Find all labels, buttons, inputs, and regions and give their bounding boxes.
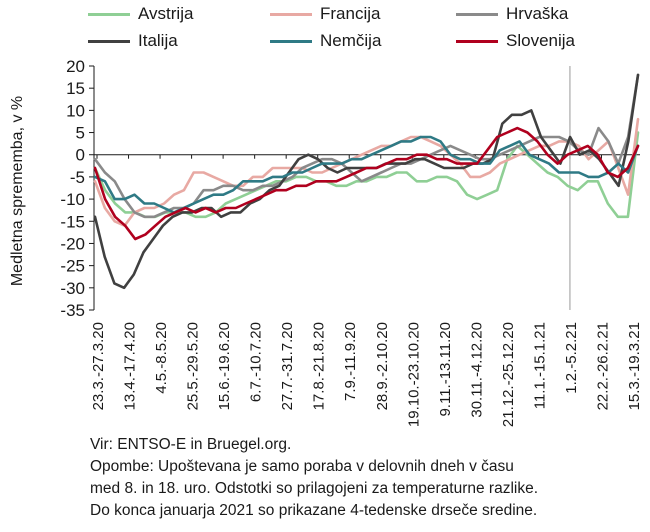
legend-swatch-nemcija xyxy=(270,39,312,43)
y-tick-label: -15 xyxy=(60,212,85,231)
x-tick-label: 21.12.-25.12.20 xyxy=(500,322,517,427)
footnote: Vir: ENTSO-E in Bruegel.org. Opombe: Upo… xyxy=(90,434,646,522)
y-tick-label: -5 xyxy=(70,168,85,187)
y-tick-label: 15 xyxy=(66,79,85,98)
footnote-note-3: Do konca januarja 2021 so prikazane 4-te… xyxy=(90,502,538,519)
x-tick-label: 9.11.-13.11.20 xyxy=(437,322,454,417)
chart-axes: 20 15 10 5 0 -5 -10 -15 -20 -25 -30 -35 23.3.-27.3.2… xyxy=(60,57,643,427)
x-tick-label: 22.2.-26.2.21 xyxy=(594,322,611,410)
x-tick-label: 23.3.-27.3.20 xyxy=(90,322,107,410)
legend-item-avstrija: Avstrija xyxy=(88,4,193,24)
y-tick-label: 0 xyxy=(76,146,85,165)
legend-label-hrvaska: Hrvaška xyxy=(506,4,569,23)
y-tick-label: -30 xyxy=(60,279,85,298)
y-axis-label: Medletna sprememba, v % xyxy=(9,95,26,287)
y-tick-label: -35 xyxy=(60,301,85,320)
x-tick-label: 25.5.-29.5.20 xyxy=(185,322,202,410)
legend-item-francija: Francija xyxy=(270,4,380,24)
y-tick-label: -20 xyxy=(60,234,85,253)
x-tick-label: 4.5.-8.5.20 xyxy=(153,322,170,394)
footnote-note-2: med 8. in 18. uro. Odstotki so prilagoje… xyxy=(90,480,539,497)
x-tick-label: 30.11.-4.12.20 xyxy=(468,322,485,418)
series-line-avstrija xyxy=(93,131,640,219)
x-tick-label: 17.8.-21.8.20 xyxy=(311,322,328,410)
chart-series xyxy=(93,73,640,290)
legend-swatch-italija xyxy=(88,39,130,43)
series-line-hrvaska xyxy=(93,73,640,219)
series-line-francija xyxy=(93,117,640,227)
legend-swatch-hrvaska xyxy=(456,12,498,16)
y-tick-label: 20 xyxy=(66,57,85,76)
y-tick-label: 5 xyxy=(76,124,85,143)
legend-label-francija: Francija xyxy=(320,4,381,23)
x-tick-label: 15.6.-19.6.20 xyxy=(216,322,233,410)
x-tick-label: 6.7.-10.7.20 xyxy=(248,322,265,402)
x-tick-label: 15.3.-19.3.21 xyxy=(626,322,643,410)
legend-item-nemcija: Nemčija xyxy=(270,31,381,51)
x-tick-label: 27.7.-31.7.20 xyxy=(279,322,296,410)
legend-swatch-francija xyxy=(270,12,312,16)
legend-item-hrvaska: Hrvaška xyxy=(456,4,568,24)
legend-label-italija: Italija xyxy=(138,31,178,50)
legend-swatch-avstrija xyxy=(88,12,130,16)
legend-label-avstrija: Avstrija xyxy=(138,4,194,23)
x-tick-label: 1.2.-5.2.21 xyxy=(563,322,580,394)
legend-item-slovenija: Slovenija xyxy=(456,31,575,51)
footnote-note-1: Opombe: Upoštevana je samo poraba v delo… xyxy=(90,458,514,475)
legend-label-nemcija: Nemčija xyxy=(320,31,382,50)
y-tick-label: -25 xyxy=(60,257,85,276)
x-tick-label: 28.9.-2.10.20 xyxy=(374,322,391,410)
x-tick-label: 11.1.-15.1.21 xyxy=(531,322,548,409)
x-tick-label: 7.9.-11.9.20 xyxy=(342,322,359,401)
series-line-nemcija xyxy=(93,135,640,214)
legend-item-italija: Italija xyxy=(88,31,178,51)
legend-swatch-slovenija xyxy=(456,39,498,43)
series-line-slovenija xyxy=(93,126,640,241)
legend-label-slovenija: Slovenija xyxy=(506,31,575,50)
footnote-source: Vir: ENTSO-E in Bruegel.org. xyxy=(90,436,292,453)
y-tick-label: 10 xyxy=(66,101,85,120)
y-tick-label: -10 xyxy=(60,190,85,209)
x-tick-label: 13.4.-17.4.20 xyxy=(122,322,139,410)
x-tick-label: 19.10.-23.10.20 xyxy=(405,322,422,427)
